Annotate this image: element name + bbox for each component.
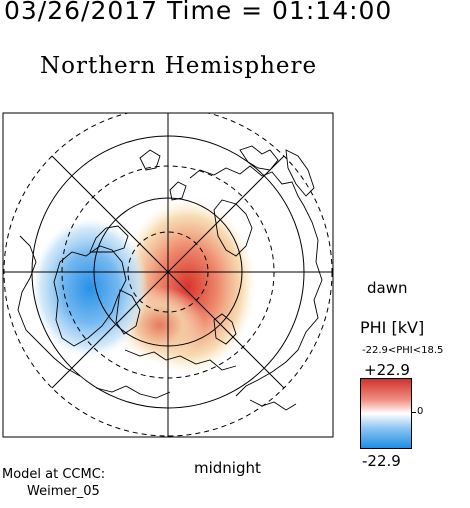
colorbar (360, 378, 412, 449)
polar-map (2, 112, 334, 438)
model-name: Weimer_05 (27, 484, 100, 499)
negative-potential-cell (32, 218, 148, 358)
colorbar-zero-tick (412, 412, 416, 413)
colorbar-min-label: -22.9 (362, 452, 401, 470)
longitude-meridians (3, 113, 333, 437)
midnight-label: midnight (194, 459, 261, 477)
colorbar-zero-label: 0 (417, 406, 424, 417)
hemisphere-title: Northern Hemisphere (40, 53, 318, 79)
colorbar-max-label: +22.9 (364, 361, 410, 379)
dawn-label: dawn (367, 279, 408, 297)
timestamp: 03/26/2017 Time = 01:14:00 (4, 0, 393, 25)
coastlines (17, 145, 323, 411)
colorbar-range: -22.9<PHI<18.5 (362, 345, 444, 356)
model-label: Model at CCMC: (2, 467, 106, 482)
colorbar-title: PHI [kV] (360, 318, 425, 337)
